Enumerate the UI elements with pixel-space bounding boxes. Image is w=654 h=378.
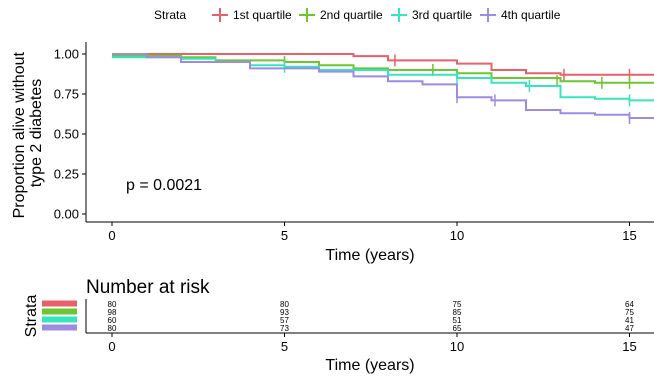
- series-line-3: [112, 56, 654, 102]
- risk-row-swatch-1: [42, 300, 77, 307]
- risk-x-tick-label: 0: [108, 339, 115, 354]
- x-tick-label: 5: [281, 228, 288, 243]
- risk-count: 51: [453, 316, 462, 325]
- risk-count: 41: [625, 316, 634, 325]
- risk-count: 80: [108, 300, 117, 309]
- legend-label-3: 3rd quartile: [412, 8, 472, 22]
- risk-count: 57: [280, 316, 289, 325]
- y-axis-title-line-1: Proportion alive without: [11, 52, 28, 219]
- series-line-4: [112, 53, 654, 119]
- risk-x-tick-label: 10: [450, 339, 464, 354]
- risk-row-swatch-4: [42, 324, 77, 331]
- legend-label-2: 2nd quartile: [320, 8, 383, 22]
- risk-count: 60: [108, 316, 117, 325]
- x-tick-label: 10: [450, 228, 464, 243]
- legend-label-4: 4th quartile: [501, 8, 561, 22]
- y-axis-title: Proportion alive without type 2 diabetes: [11, 48, 45, 219]
- x-tick-label: 15: [622, 228, 636, 243]
- y-axis-title-line-2: type 2 diabetes: [28, 79, 45, 188]
- x-axis-title: Time (years): [325, 247, 414, 264]
- legend-title: Strata: [154, 8, 186, 22]
- y-tick-label: 0.25: [54, 167, 79, 182]
- risk-count: 85: [453, 308, 462, 317]
- risk-x-axis-title: Time (years): [325, 357, 414, 374]
- risk-count: 65: [453, 324, 462, 333]
- risk-row-swatch-2: [42, 308, 77, 315]
- risk-x-tick-label: 15: [622, 339, 636, 354]
- legend: Strata 1st quartile 2nd quartile 3rd quart…: [154, 8, 561, 22]
- risk-table-ylabel: Strata: [23, 295, 40, 338]
- x-tick-label: 0: [108, 228, 115, 243]
- y-tick-label: 1.00: [54, 47, 79, 62]
- risk-table-title: Number at risk: [86, 277, 210, 298]
- y-tick-label: 0.75: [54, 87, 79, 102]
- y-tick-label: 0.50: [54, 127, 79, 142]
- risk-count: 93: [280, 308, 289, 317]
- series-line-1: [112, 53, 654, 76]
- risk-count: 75: [453, 300, 462, 309]
- y-tick-label: 0.00: [54, 207, 79, 222]
- risk-row-swatch-3: [42, 316, 77, 323]
- risk-count: 98: [108, 308, 117, 317]
- risk-count: 80: [108, 324, 117, 333]
- risk-count: 73: [280, 324, 289, 333]
- legend-label-1: 1st quartile: [233, 8, 292, 22]
- risk-x-tick-label: 5: [281, 339, 288, 354]
- risk-count: 75: [625, 308, 634, 317]
- p-value-annotation: p = 0.0021: [126, 177, 202, 194]
- risk-count: 80: [280, 300, 289, 309]
- main-plot: 0.00 0.25 0.50 0.75 1.00 0 5 10 15 p = 0.0021 T…: [11, 42, 654, 264]
- risk-count: 64: [625, 300, 634, 309]
- risk-count: 47: [625, 324, 634, 333]
